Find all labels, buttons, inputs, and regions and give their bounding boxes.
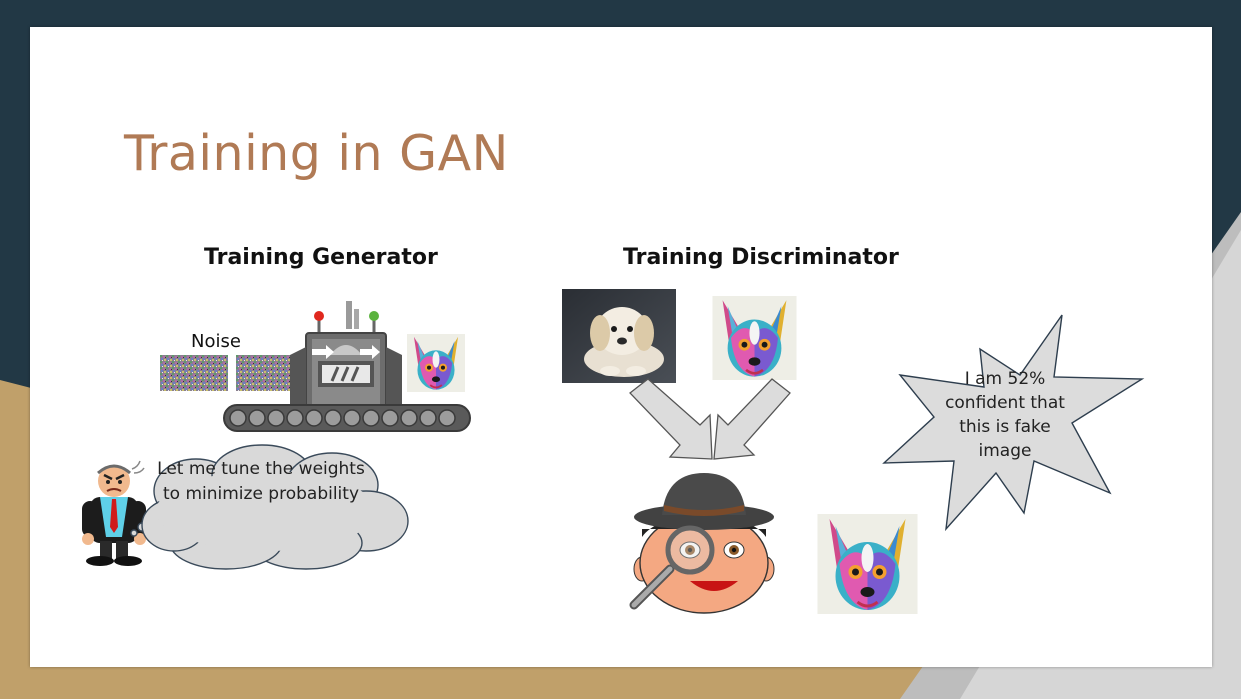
magnifying-glass-icon	[629, 525, 715, 610]
fake-dog-image-icon	[712, 296, 797, 380]
arrow-down-icon	[629, 378, 791, 460]
fake-dog-image-icon	[407, 334, 465, 392]
generator-machine-icon	[223, 301, 471, 432]
generator-thought-text: Let me tune the weights to minimize prob…	[157, 459, 365, 504]
discriminator-speech-text: I am 52% confident that this is fake ima…	[945, 369, 1065, 461]
noise-label: Noise	[191, 331, 241, 352]
slide-title: Training in GAN	[124, 125, 509, 182]
fake-dog-image-icon	[817, 514, 918, 614]
angry-manager-icon	[82, 460, 146, 566]
slide: Training in GAN Training Generator Train…	[30, 27, 1212, 667]
real-puppy-image-icon	[562, 289, 676, 383]
discriminator-heading: Training Discriminator	[623, 245, 899, 270]
generator-heading: Training Generator	[204, 245, 438, 270]
noise-image-icon	[160, 355, 228, 391]
explosion-speech-bubble-icon	[882, 314, 1145, 532]
thought-cloud-icon	[130, 444, 409, 570]
